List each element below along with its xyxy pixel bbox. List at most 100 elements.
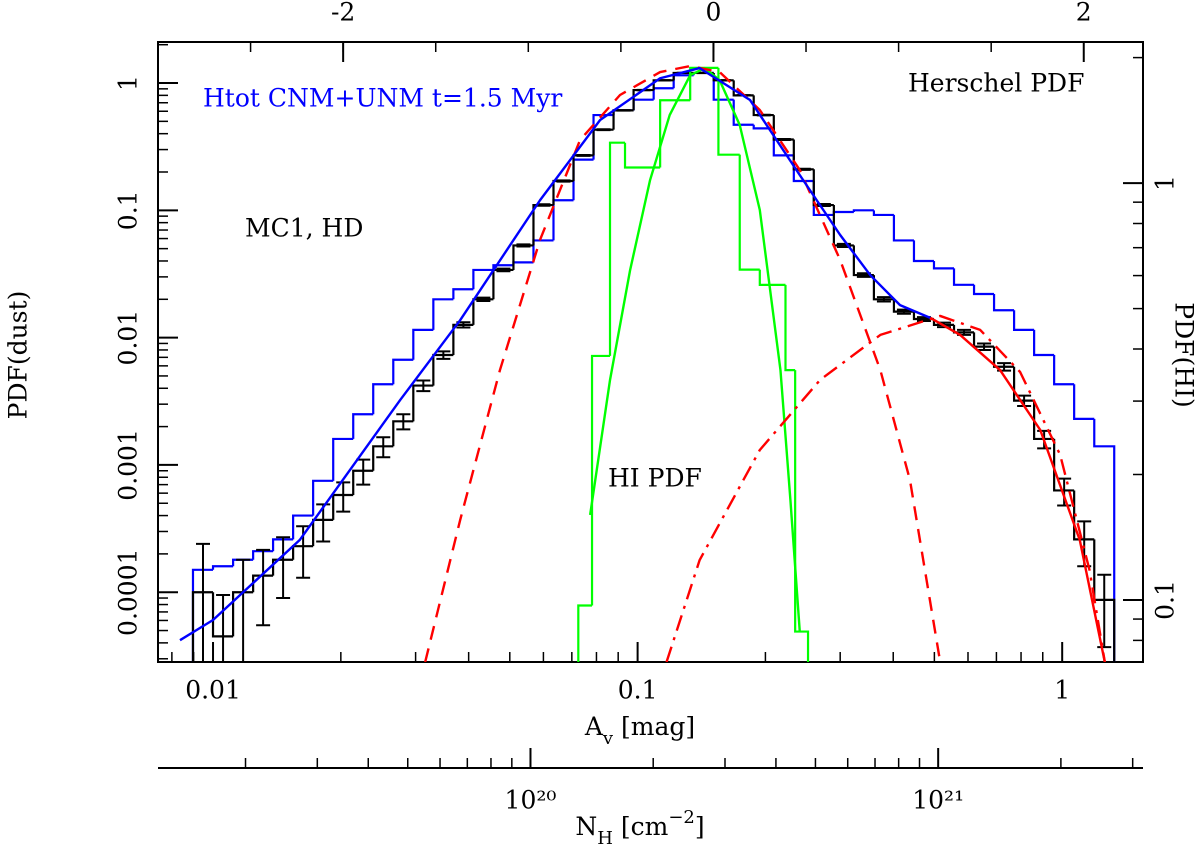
histogram-bin xyxy=(1073,490,1095,541)
histogram-bin xyxy=(452,323,474,356)
histogram-bin xyxy=(252,574,274,593)
error-bar xyxy=(616,109,631,112)
histogram-bin xyxy=(352,469,374,496)
curve xyxy=(929,316,1106,662)
histogram-bin xyxy=(552,199,574,241)
error-bar xyxy=(536,203,551,207)
error-bar xyxy=(196,542,211,662)
curve xyxy=(665,314,1106,662)
histogram-bin xyxy=(892,299,914,313)
histogram-bin xyxy=(872,210,894,217)
x-axis-label: Av [mag] xyxy=(584,712,695,749)
histogram-bin xyxy=(352,413,374,439)
histogram-bin xyxy=(784,284,796,372)
histogram-bin xyxy=(492,268,514,300)
curve xyxy=(424,64,942,662)
histogram-bin xyxy=(912,311,934,321)
error-bar xyxy=(596,128,611,132)
x2-tick-label: 2 xyxy=(1076,0,1092,27)
histogram-bin xyxy=(412,384,434,422)
histogram-bin xyxy=(772,115,794,141)
y2-tick-label: 0.1 xyxy=(1151,580,1180,620)
plot-area xyxy=(179,64,1116,662)
label-part: [cm xyxy=(613,812,669,841)
histogram-bin xyxy=(292,514,314,540)
histogram-bin xyxy=(1073,384,1095,420)
histogram-bin xyxy=(412,328,434,360)
error-bar xyxy=(316,503,331,543)
histogram-bin xyxy=(252,550,274,560)
error-bar xyxy=(256,548,271,627)
histogram-bin xyxy=(832,210,854,215)
histogram-bin xyxy=(689,66,719,101)
histogram-bin xyxy=(892,214,914,242)
error-bar xyxy=(336,481,351,513)
histogram-bin xyxy=(972,284,995,296)
error-bar xyxy=(977,342,992,351)
histogram-bin xyxy=(758,269,786,286)
histogram-bin xyxy=(372,445,394,471)
error-bar xyxy=(376,436,391,459)
histogram-bin xyxy=(752,124,774,130)
histogram-bin xyxy=(738,154,760,271)
histogram-bin xyxy=(852,209,874,213)
histogram-bin xyxy=(572,158,594,201)
histogram-bin xyxy=(472,298,494,325)
histogram-bin xyxy=(1033,329,1055,357)
plot-frame xyxy=(157,41,1144,663)
error-bar xyxy=(576,153,591,157)
histogram-bin xyxy=(608,141,626,356)
histogram-bin xyxy=(392,420,414,447)
histogram-bin xyxy=(372,383,394,415)
histogram-bin xyxy=(1012,310,1035,331)
histogram-bin xyxy=(552,179,574,206)
x2-tick-label: -2 xyxy=(331,0,355,27)
histogram-bin xyxy=(872,275,894,301)
curve xyxy=(588,66,802,633)
x-tick-label: 1 xyxy=(1054,676,1070,705)
histogram-bin xyxy=(652,87,674,100)
histogram-bin xyxy=(717,67,740,156)
error-bar xyxy=(1097,573,1112,649)
histogram-bin xyxy=(612,109,634,130)
histogram-bin xyxy=(952,268,975,286)
label-part: [mag] xyxy=(613,712,695,741)
y-tick-label: 0.01 xyxy=(114,310,143,366)
y-tick-label: 0.0001 xyxy=(114,548,143,635)
histogram-bin xyxy=(512,244,534,270)
annotation: Htot CNM+UNM t=1.5 Myr xyxy=(203,84,562,113)
x2-tick-label: 0 xyxy=(705,0,721,27)
histogram-bin xyxy=(432,298,454,330)
annotation: HI PDF xyxy=(608,464,702,493)
histogram-bin xyxy=(992,346,1015,368)
y-axis-label: PDF(dust) xyxy=(4,291,33,420)
error-bar xyxy=(516,243,531,248)
error-bar xyxy=(556,179,571,183)
error-bar xyxy=(416,379,431,393)
error-bar xyxy=(776,138,791,141)
label-part: v xyxy=(602,728,614,749)
error-bar xyxy=(876,296,891,303)
histogram-bin xyxy=(932,260,955,270)
histogram-bin xyxy=(712,72,734,101)
histogram-bin xyxy=(732,80,754,97)
histogram-bin xyxy=(452,288,474,300)
error-bar xyxy=(276,536,291,600)
histogram-bin xyxy=(632,98,654,111)
histogram-bin xyxy=(1093,418,1116,662)
label-part: A xyxy=(584,712,604,741)
histogram-bin xyxy=(577,604,593,662)
histogram-bin xyxy=(992,294,1015,312)
error-bar xyxy=(1057,477,1072,507)
error-bar xyxy=(216,594,231,662)
histogram-bin xyxy=(912,240,934,263)
histogram-bin xyxy=(472,268,494,290)
histogram-bin xyxy=(211,592,234,638)
histogram-bin xyxy=(512,261,534,266)
y-tick-label: 0.001 xyxy=(114,429,143,501)
histogram-bin xyxy=(794,370,810,662)
histogram-bin xyxy=(392,358,414,385)
histogram-bin xyxy=(271,538,294,552)
histogram-bin xyxy=(1053,355,1075,386)
histogram-bin xyxy=(191,591,214,662)
